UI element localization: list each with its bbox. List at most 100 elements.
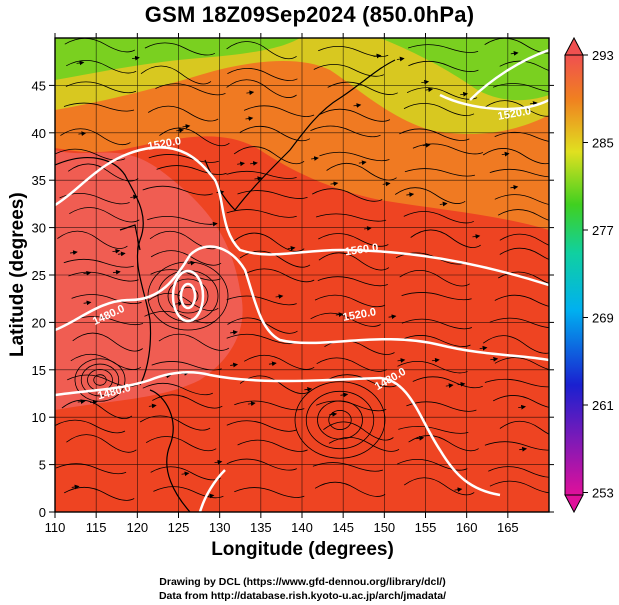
flow-arrow [71, 484, 80, 490]
x-tick-label: 140 [291, 520, 313, 535]
flow-arrow [181, 471, 190, 477]
flow-arrow [490, 356, 499, 362]
flow-arrow [304, 386, 313, 392]
flow-arrow [187, 260, 196, 266]
flow-arrow [363, 226, 372, 231]
streamline [72, 310, 549, 334]
x-axis: 110 115 120 125 130 135 140 145 150 155 160 165 [45, 33, 519, 535]
x-tick-label: 155 [415, 520, 437, 535]
flow-arrow [83, 270, 92, 276]
colorbar-gradient [564, 54, 584, 496]
flow-arrow [237, 161, 245, 167]
flow-arrow [268, 361, 277, 367]
streamline [67, 374, 549, 396]
flow-arrow [209, 221, 218, 227]
streamline [71, 292, 549, 312]
flow-arrow [230, 362, 239, 368]
y-tick-label: 35 [32, 173, 46, 188]
flow-arrow [388, 314, 397, 320]
flow-arrow [117, 251, 126, 257]
colorbar-label: 293 [592, 48, 614, 63]
x-tick-label: 145 [332, 520, 354, 535]
streamline [55, 458, 549, 481]
colorbar-label: 285 [592, 136, 614, 151]
flow-arrow [311, 156, 319, 161]
contour-lines [55, 48, 549, 512]
streamline [57, 229, 549, 252]
x-tick-label: 120 [126, 520, 148, 535]
streamline [66, 434, 549, 453]
y-tick-label: 10 [32, 410, 46, 425]
flow-arrow [175, 301, 183, 307]
colorbar-top-arrow [564, 36, 584, 56]
flow-arrow [406, 192, 415, 197]
flow-arrow [329, 412, 338, 417]
flow-arrow [519, 446, 528, 452]
y-tick-label: 40 [32, 126, 46, 141]
x-tick-label: 130 [209, 520, 231, 535]
vortex-streamline [167, 278, 209, 314]
flow-arrow [112, 269, 121, 275]
flow-arrow [247, 401, 256, 407]
flow-arrow [382, 181, 391, 187]
x-tick-label: 110 [45, 520, 66, 535]
flow-arrow [422, 142, 431, 148]
warm-region [55, 150, 243, 410]
vortex-streamline [177, 287, 199, 305]
y-tick-label: 15 [32, 363, 46, 378]
y-tick-label: 30 [32, 221, 46, 236]
flow-arrow [246, 90, 255, 96]
flow-arrow [457, 381, 466, 387]
y-tick-label: 25 [32, 268, 46, 283]
streamline [72, 332, 549, 355]
colorbar-label: 253 [592, 486, 614, 501]
flow-arrow [445, 383, 454, 389]
flow-arrow [335, 312, 344, 318]
vortex-streamline [294, 381, 386, 459]
flow-arrow [397, 358, 406, 363]
flow-arrow [330, 181, 339, 187]
flow-arrow [529, 101, 538, 106]
streamline [63, 247, 549, 271]
flow-arrow [206, 493, 215, 499]
streamline [60, 125, 549, 147]
streamline [55, 415, 549, 441]
vortex-streamline [317, 400, 363, 440]
streamline [69, 207, 549, 225]
flow-arrow [275, 294, 284, 299]
y-axis: 0 5 10 15 20 25 30 35 40 45 [32, 78, 554, 520]
y-tick-label: 45 [32, 78, 46, 93]
streamline [68, 268, 549, 287]
contour-label: 1520.0 [497, 105, 532, 123]
x-tick-label: 125 [168, 520, 190, 535]
vortex-streamline [328, 410, 352, 430]
streamline [55, 143, 549, 165]
colorbar-bottom-arrow [564, 494, 584, 514]
flow-arrow [78, 131, 87, 137]
flow-arrow [89, 399, 98, 405]
contour-label: 1560.0 [344, 242, 379, 259]
flow-arrow [176, 128, 185, 133]
vortex-streamline [305, 390, 375, 450]
x-tick-label: 165 [497, 520, 519, 535]
streamlines [55, 38, 549, 501]
flow-arrow [454, 487, 463, 493]
flow-arrow [421, 79, 430, 85]
flow-arrow [131, 55, 140, 61]
flow-arrow [353, 103, 362, 108]
streamline [64, 477, 549, 501]
flow-arrow [373, 53, 382, 59]
x-tick-label: 115 [86, 520, 107, 535]
flow-arrow [501, 151, 510, 157]
flow-arrow [460, 91, 469, 97]
flow-arrow [431, 357, 440, 363]
credit-data: Data from http://database.rish.kyoto-u.a… [158, 590, 447, 602]
colorbar-label: 261 [592, 398, 614, 413]
flow-arrow [214, 459, 223, 465]
flow-arrow [148, 403, 157, 409]
flow-arrow [76, 60, 85, 66]
streamline [65, 79, 549, 100]
colorbar-label: 277 [592, 223, 614, 238]
